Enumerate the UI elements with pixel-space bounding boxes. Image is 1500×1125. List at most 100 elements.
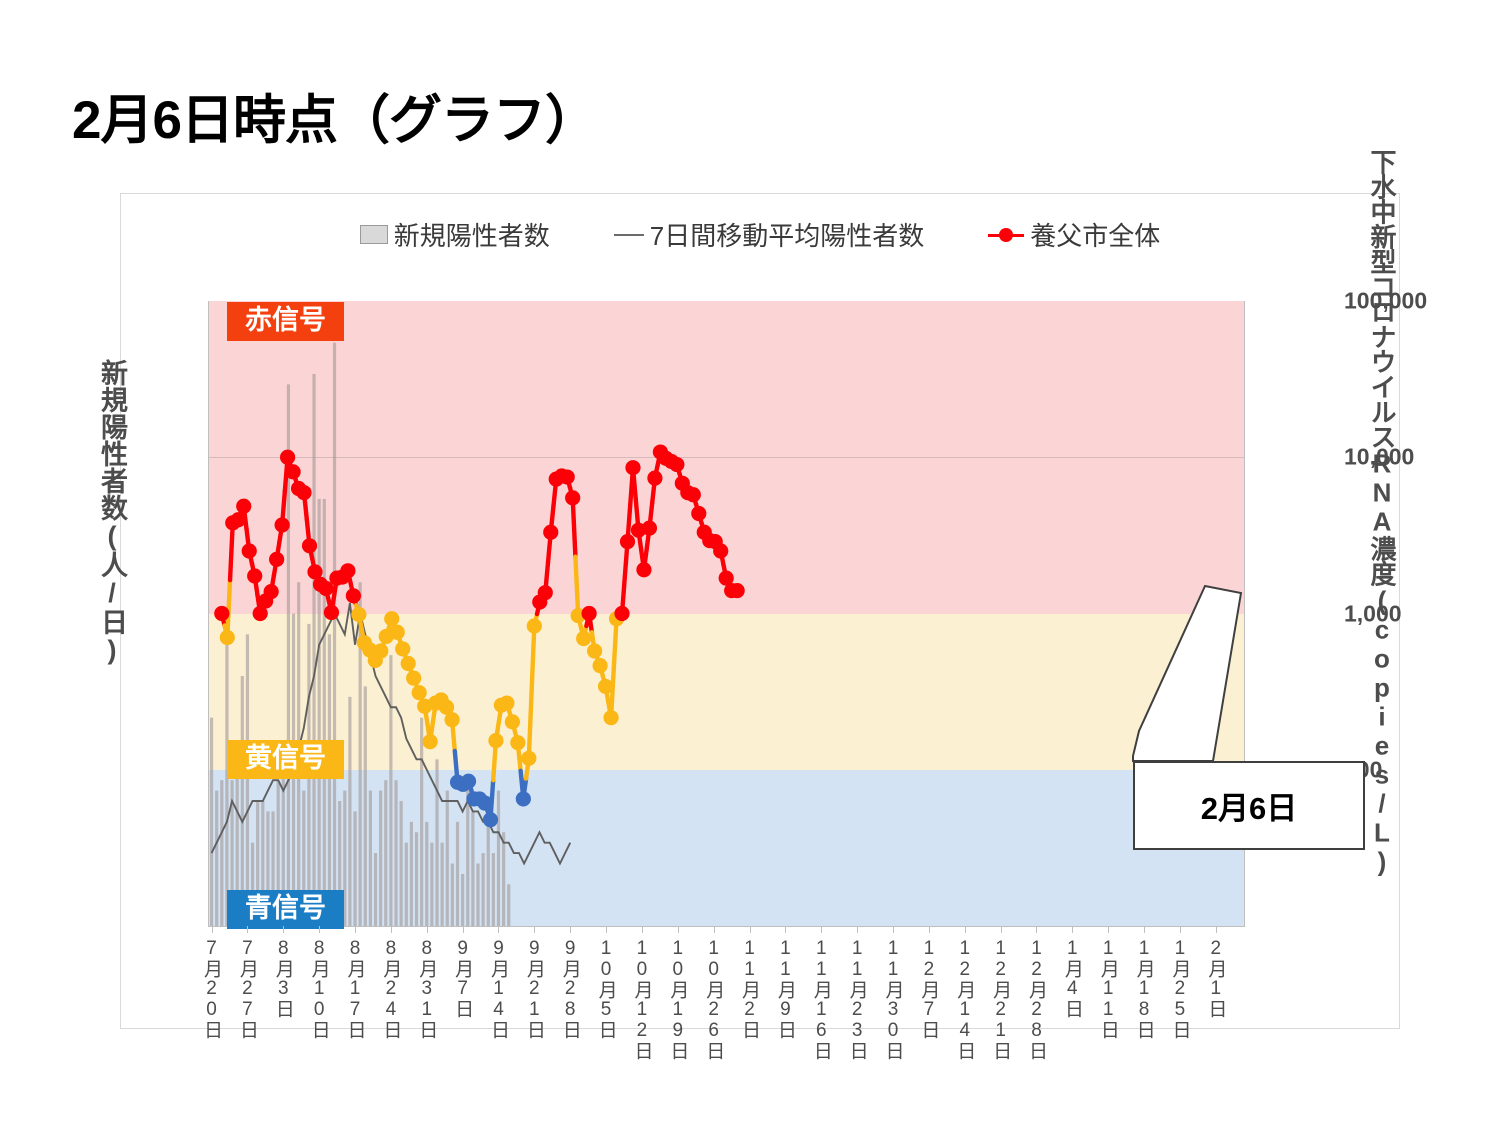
data-point	[345, 588, 361, 604]
data-point	[340, 563, 356, 579]
bar	[466, 780, 470, 926]
x-tick-label: 11月16日	[810, 938, 832, 1060]
bar	[302, 790, 306, 926]
x-tick-label: 9月28日	[559, 938, 581, 1039]
data-point	[587, 643, 603, 659]
x-tickmark	[1000, 926, 1002, 933]
x-tick-label: 10月19日	[667, 938, 689, 1060]
data-point	[395, 641, 411, 657]
legend-label-line: 7日間移動平均陽性者数	[649, 221, 925, 251]
data-point	[351, 606, 367, 623]
bar	[435, 759, 439, 926]
data-point	[389, 624, 405, 640]
data-point	[482, 812, 499, 828]
x-tickmark	[641, 926, 643, 933]
x-tickmark	[713, 926, 715, 933]
data-point	[521, 750, 537, 766]
x-tick-label: 10月12日	[631, 938, 653, 1060]
axis-line-right	[1244, 301, 1245, 926]
data-point	[384, 611, 400, 627]
bar	[348, 696, 352, 926]
data-point	[718, 570, 734, 586]
bar	[281, 769, 285, 926]
data-point	[619, 534, 636, 550]
bar	[399, 801, 403, 926]
legend-item-bar-series: 新規陽性者数	[359, 216, 550, 253]
bar	[496, 790, 501, 926]
bar	[373, 853, 378, 926]
data-point	[214, 605, 230, 622]
x-tickmark	[1179, 926, 1181, 933]
data-point	[373, 643, 389, 659]
x-tick-label: 12月28日	[1025, 938, 1047, 1060]
marker-segment	[227, 520, 235, 583]
axis-line-bottom	[208, 926, 1245, 927]
bar	[317, 498, 321, 926]
data-point	[236, 498, 252, 514]
bar	[261, 801, 265, 926]
x-tick-label: 8月17日	[344, 938, 366, 1039]
x-tickmark	[390, 926, 392, 933]
x-tickmark	[498, 926, 500, 933]
data-point	[247, 568, 263, 584]
data-point	[307, 564, 323, 580]
x-tickmark	[283, 926, 285, 933]
bar	[476, 863, 480, 926]
bar	[220, 780, 224, 926]
bar	[368, 790, 372, 926]
bar	[358, 582, 362, 926]
legend-label-bar: 新規陽性者数	[393, 221, 550, 251]
x-tick-label: 10月5日	[595, 938, 617, 1039]
data-point	[669, 456, 685, 473]
y-axis-label-left: 新規陽性者数(人/日)	[97, 359, 127, 665]
x-tickmark	[964, 926, 966, 933]
x-tickmark	[319, 926, 321, 933]
x-tick-label: 1月18日	[1133, 938, 1155, 1039]
x-tickmark	[247, 926, 249, 933]
data-point	[301, 538, 318, 554]
x-tick-label: 7月27日	[236, 938, 258, 1039]
x-tick-label: 8月31日	[416, 938, 438, 1039]
marker-series-layer	[214, 444, 745, 828]
gridline-45	[209, 457, 1244, 459]
marker-segment	[570, 495, 578, 559]
x-tick-label: 9月21日	[523, 938, 545, 1039]
bar	[225, 634, 229, 926]
bar	[245, 634, 250, 926]
bar	[491, 853, 495, 926]
data-point	[411, 685, 427, 701]
x-tickmark	[1215, 926, 1217, 933]
data-point	[729, 582, 745, 599]
x-tick-label: 12月14日	[954, 938, 976, 1060]
x-tick-label: 8月3日	[272, 938, 294, 1018]
x-tick-label: 11月23日	[846, 938, 868, 1060]
x-tickmark	[821, 926, 823, 933]
chart-container: 新規陽性者数 7日間移動平均陽性者数 養父市全体 新規陽性者数(人/日) 下水中…	[97, 149, 1427, 1061]
bar-swatch-icon	[359, 225, 388, 244]
badge-red-signal: 赤信号	[227, 302, 344, 341]
data-point	[691, 505, 707, 522]
legend-label-marker: 養父市全体	[1030, 221, 1161, 251]
data-point	[565, 490, 581, 506]
bar	[215, 790, 219, 926]
moving-average-layer	[210, 602, 572, 866]
data-point	[685, 487, 701, 503]
data-point	[603, 710, 619, 726]
x-tick-label: 8月10日	[308, 938, 330, 1039]
bar	[230, 780, 234, 926]
x-tickmark	[462, 926, 464, 933]
data-point	[499, 695, 515, 711]
data-point	[625, 460, 641, 476]
callout-box: 2月6日	[1133, 761, 1365, 850]
bar	[379, 790, 383, 926]
chart-legend: 新規陽性者数 7日間移動平均陽性者数 養父市全体	[121, 216, 1399, 253]
bar	[363, 686, 367, 926]
page-title: 2月6日時点（グラフ）	[72, 91, 598, 150]
line-swatch-icon	[613, 233, 644, 236]
data-point	[219, 629, 235, 646]
data-point	[614, 605, 630, 622]
plot-area: 赤信号 黄信号 青信号 2月6日 7月20日 7月27日 8月3日 8月10日 8月17…	[201, 288, 1427, 1061]
data-point	[515, 791, 531, 807]
marker-segment	[529, 623, 537, 695]
marker-segment	[608, 665, 617, 720]
